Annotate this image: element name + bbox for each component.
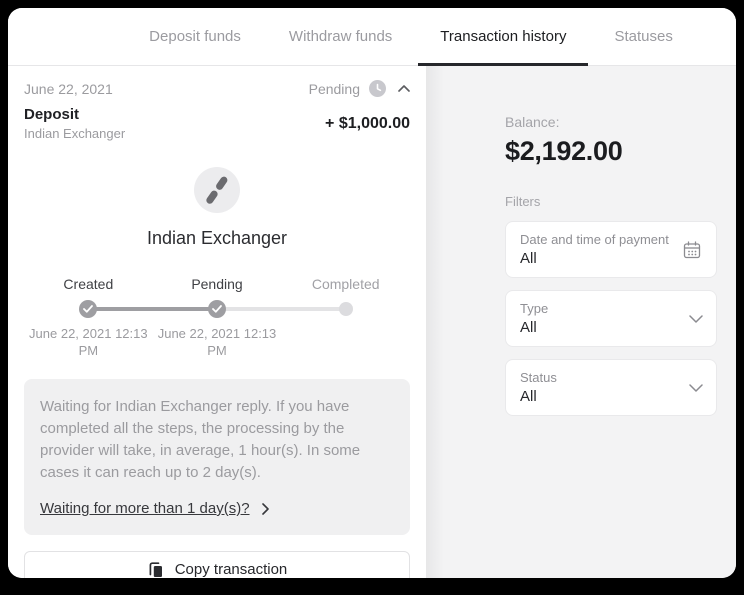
tab-withdraw-funds[interactable]: Withdraw funds: [288, 28, 393, 45]
status-timeline: Created Pending Completed: [24, 276, 410, 359]
filter-label: Type: [520, 301, 549, 316]
calendar-icon: [681, 239, 703, 261]
transaction-date: June 22, 2021: [24, 80, 113, 97]
timeline-step-label: Completed: [311, 276, 380, 292]
tab-deposit-funds[interactable]: Deposit funds: [149, 28, 241, 45]
chevron-down-icon: [689, 383, 703, 392]
clock-icon: [369, 80, 386, 97]
waiting-help-link-label: Waiting for more than 1 day(s)?: [40, 500, 250, 517]
chevron-up-icon[interactable]: [398, 85, 410, 92]
timeline-step-date: June 22, 2021 12:13 PM: [157, 326, 277, 358]
transaction-detail-panel: June 22, 2021 Pending Deposit Indian Exc…: [8, 66, 426, 578]
status-label: Pending: [308, 80, 360, 97]
transaction-type: Deposit: [24, 106, 80, 123]
timeline-connector-pending: [217, 307, 346, 311]
tab-statuses[interactable]: Statuses: [614, 28, 673, 45]
timeline-step-date: [281, 325, 410, 359]
filter-label: Status: [520, 370, 557, 385]
app-window: Deposit funds Withdraw funds Transaction…: [8, 8, 736, 578]
notice-text: Waiting for Indian Exchanger reply. If y…: [40, 398, 361, 481]
timeline-connector-done: [88, 307, 217, 311]
timeline-step-label: Created: [63, 276, 114, 292]
filter-value: All: [520, 388, 537, 405]
check-icon: [208, 300, 226, 318]
balance-label: Balance:: [505, 114, 560, 130]
tab-transaction-history[interactable]: Transaction history: [418, 8, 589, 66]
balance-value: $2,192.00: [505, 136, 623, 166]
provider-title: Indian Exchanger: [146, 228, 288, 248]
chevron-right-icon: [261, 502, 269, 515]
pending-dot: [338, 302, 353, 316]
filter-value: All: [520, 250, 537, 267]
provider-logo: [194, 167, 240, 213]
filter-status[interactable]: Status All: [505, 359, 717, 416]
timeline-step-label: Pending: [191, 276, 243, 292]
filters-heading: Filters: [505, 194, 541, 209]
filter-type[interactable]: Type All: [505, 290, 717, 347]
filters-panel: Balance: $2,192.00 Filters Date and time…: [426, 66, 736, 578]
filter-label: Date and time of payment: [520, 232, 669, 247]
waiting-help-link[interactable]: Waiting for more than 1 day(s)?: [40, 500, 394, 517]
timeline-step-date: June 22, 2021 12:13 PM: [29, 326, 148, 358]
transaction-header-row: June 22, 2021 Pending: [24, 80, 410, 97]
copy-transaction-button[interactable]: Copy transaction: [24, 551, 410, 578]
check-icon: [79, 300, 98, 318]
filter-date-of-payment[interactable]: Date and time of payment All: [505, 221, 717, 278]
transaction-amount: + $1,000.00: [325, 114, 410, 132]
chevron-down-icon: [689, 314, 703, 323]
transaction-summary-row: Deposit Indian Exchanger + $1,000.00: [24, 106, 410, 141]
copy-transaction-label: Copy transaction: [174, 561, 288, 578]
status-notice: Waiting for Indian Exchanger reply. If y…: [24, 379, 410, 535]
transaction-provider: Indian Exchanger: [24, 126, 126, 141]
filter-value: All: [520, 319, 537, 336]
tab-bar: Deposit funds Withdraw funds Transaction…: [8, 8, 736, 66]
copy-icon: [147, 561, 165, 579]
